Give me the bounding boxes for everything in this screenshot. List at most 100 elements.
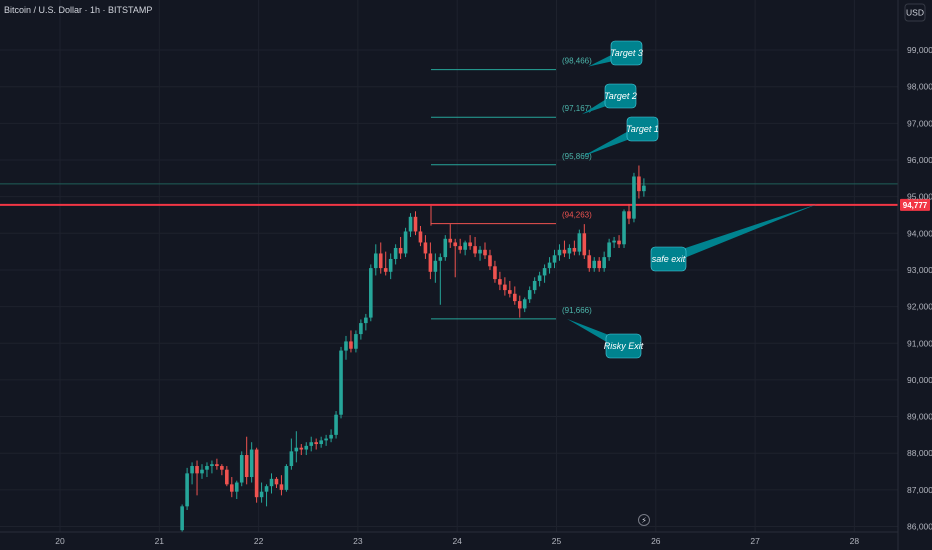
candle-body[interactable]: [418, 231, 423, 243]
candle-body[interactable]: [359, 323, 363, 335]
candle-body[interactable]: [284, 466, 289, 490]
candle-body[interactable]: [542, 268, 547, 276]
candle-body[interactable]: [562, 249, 567, 254]
currency-button-label[interactable]: USD: [906, 8, 924, 18]
candle-body[interactable]: [622, 211, 626, 245]
price-axis[interactable]: 86,000 87,000 88,000 89,000 90,000 91,000 92,0…: [897, 0, 932, 550]
candle-body[interactable]: [205, 466, 209, 470]
candle-body[interactable]: [552, 255, 557, 263]
time-axis[interactable]: 20 21 22 23 24 25 26 27 28: [0, 531, 898, 546]
candle-body[interactable]: [577, 233, 582, 252]
callouts[interactable]: Target 3 Target 2 Target 1 safe exit Risky E…: [567, 40, 818, 359]
candle-body[interactable]: [220, 466, 224, 470]
candle-body[interactable]: [190, 466, 194, 474]
candle-body[interactable]: [388, 258, 393, 272]
candle-body[interactable]: [383, 268, 388, 272]
candle-body[interactable]: [309, 442, 314, 446]
candle-body[interactable]: [393, 247, 398, 259]
candle-body[interactable]: [314, 442, 318, 445]
candle-body[interactable]: [234, 482, 239, 492]
candle-body[interactable]: [195, 466, 199, 474]
candle-body[interactable]: [602, 257, 606, 269]
currency-button[interactable]: [904, 3, 926, 22]
candle-body[interactable]: [463, 242, 467, 250]
callout-box[interactable]: [605, 333, 642, 359]
candle-body[interactable]: [433, 260, 438, 272]
candle-body[interactable]: [448, 238, 453, 243]
candle-body[interactable]: [508, 290, 512, 294]
candle-body[interactable]: [369, 268, 373, 318]
candle-body[interactable]: [597, 260, 601, 269]
candle-body[interactable]: [185, 473, 189, 507]
candle-body[interactable]: [537, 275, 542, 281]
lightning-icon-bg[interactable]: [638, 514, 650, 526]
candle-body[interactable]: [498, 279, 502, 285]
candle-body[interactable]: [299, 447, 304, 450]
target-levels[interactable]: (98,466) (97,167) (95,869) (94,263) (91,666)…: [0, 57, 930, 320]
candle-body[interactable]: [612, 240, 616, 243]
candle-body[interactable]: [592, 260, 597, 269]
candle-body[interactable]: [329, 434, 333, 439]
candle-body[interactable]: [373, 253, 378, 269]
candle-body[interactable]: [403, 231, 408, 254]
candle-body[interactable]: [259, 491, 264, 498]
candle-body[interactable]: [304, 445, 309, 450]
candle-body[interactable]: [428, 253, 433, 272]
callout-box[interactable]: [610, 40, 643, 66]
candle-body[interactable]: [349, 341, 353, 349]
candle-body[interactable]: [567, 247, 572, 254]
candle-body[interactable]: [249, 449, 254, 478]
candle-body[interactable]: [587, 255, 592, 269]
candle-body[interactable]: [473, 246, 477, 254]
candle-body[interactable]: [364, 317, 368, 324]
candle-body[interactable]: [503, 284, 507, 291]
current-price-tag[interactable]: [900, 198, 930, 211]
candle-body[interactable]: [423, 242, 428, 254]
candle-body[interactable]: [229, 484, 234, 492]
candle-body[interactable]: [483, 249, 487, 256]
candle-body[interactable]: [468, 242, 472, 247]
candle-body[interactable]: [607, 242, 611, 258]
candle-body[interactable]: [344, 341, 348, 351]
candle-body[interactable]: [324, 438, 328, 441]
candle-body[interactable]: [215, 464, 219, 467]
candle-body[interactable]: [517, 301, 522, 309]
candle-body[interactable]: [617, 240, 621, 245]
callout-box[interactable]: [626, 116, 659, 142]
candle-body[interactable]: [637, 176, 641, 192]
candle-body[interactable]: [339, 350, 343, 415]
candle-body[interactable]: [225, 469, 229, 485]
candle-body[interactable]: [512, 293, 517, 302]
candle-body[interactable]: [522, 299, 527, 309]
candle-body[interactable]: [200, 469, 204, 474]
candle-body[interactable]: [294, 447, 299, 452]
candle-body[interactable]: [527, 290, 532, 300]
candle-body[interactable]: [334, 414, 338, 435]
candle-body[interactable]: [269, 478, 274, 487]
candle-body[interactable]: [627, 211, 631, 219]
candle-body[interactable]: [254, 449, 259, 498]
candle-body[interactable]: [398, 247, 403, 254]
candle-body[interactable]: [642, 185, 646, 192]
candle-body[interactable]: [438, 257, 443, 261]
candle-body[interactable]: [458, 246, 462, 250]
candle-body[interactable]: [378, 253, 383, 269]
candle-body[interactable]: [478, 249, 482, 254]
candle-body[interactable]: [289, 451, 294, 467]
candle-body[interactable]: [180, 506, 184, 531]
candle-body[interactable]: [244, 455, 249, 478]
candle-body[interactable]: [210, 464, 214, 467]
candle-body[interactable]: [532, 280, 537, 291]
candle-body[interactable]: [354, 334, 358, 349]
lightning-icon[interactable]: ⚡: [641, 516, 647, 525]
candle-body[interactable]: [557, 249, 562, 256]
candle-body[interactable]: [632, 176, 636, 219]
candle-body[interactable]: [408, 216, 413, 232]
callout-box[interactable]: [650, 246, 687, 272]
candle-body[interactable]: [239, 455, 244, 483]
candle-body[interactable]: [547, 262, 552, 269]
candle-body[interactable]: [488, 255, 492, 267]
candle-body[interactable]: [443, 238, 448, 258]
candle-body[interactable]: [279, 484, 284, 490]
